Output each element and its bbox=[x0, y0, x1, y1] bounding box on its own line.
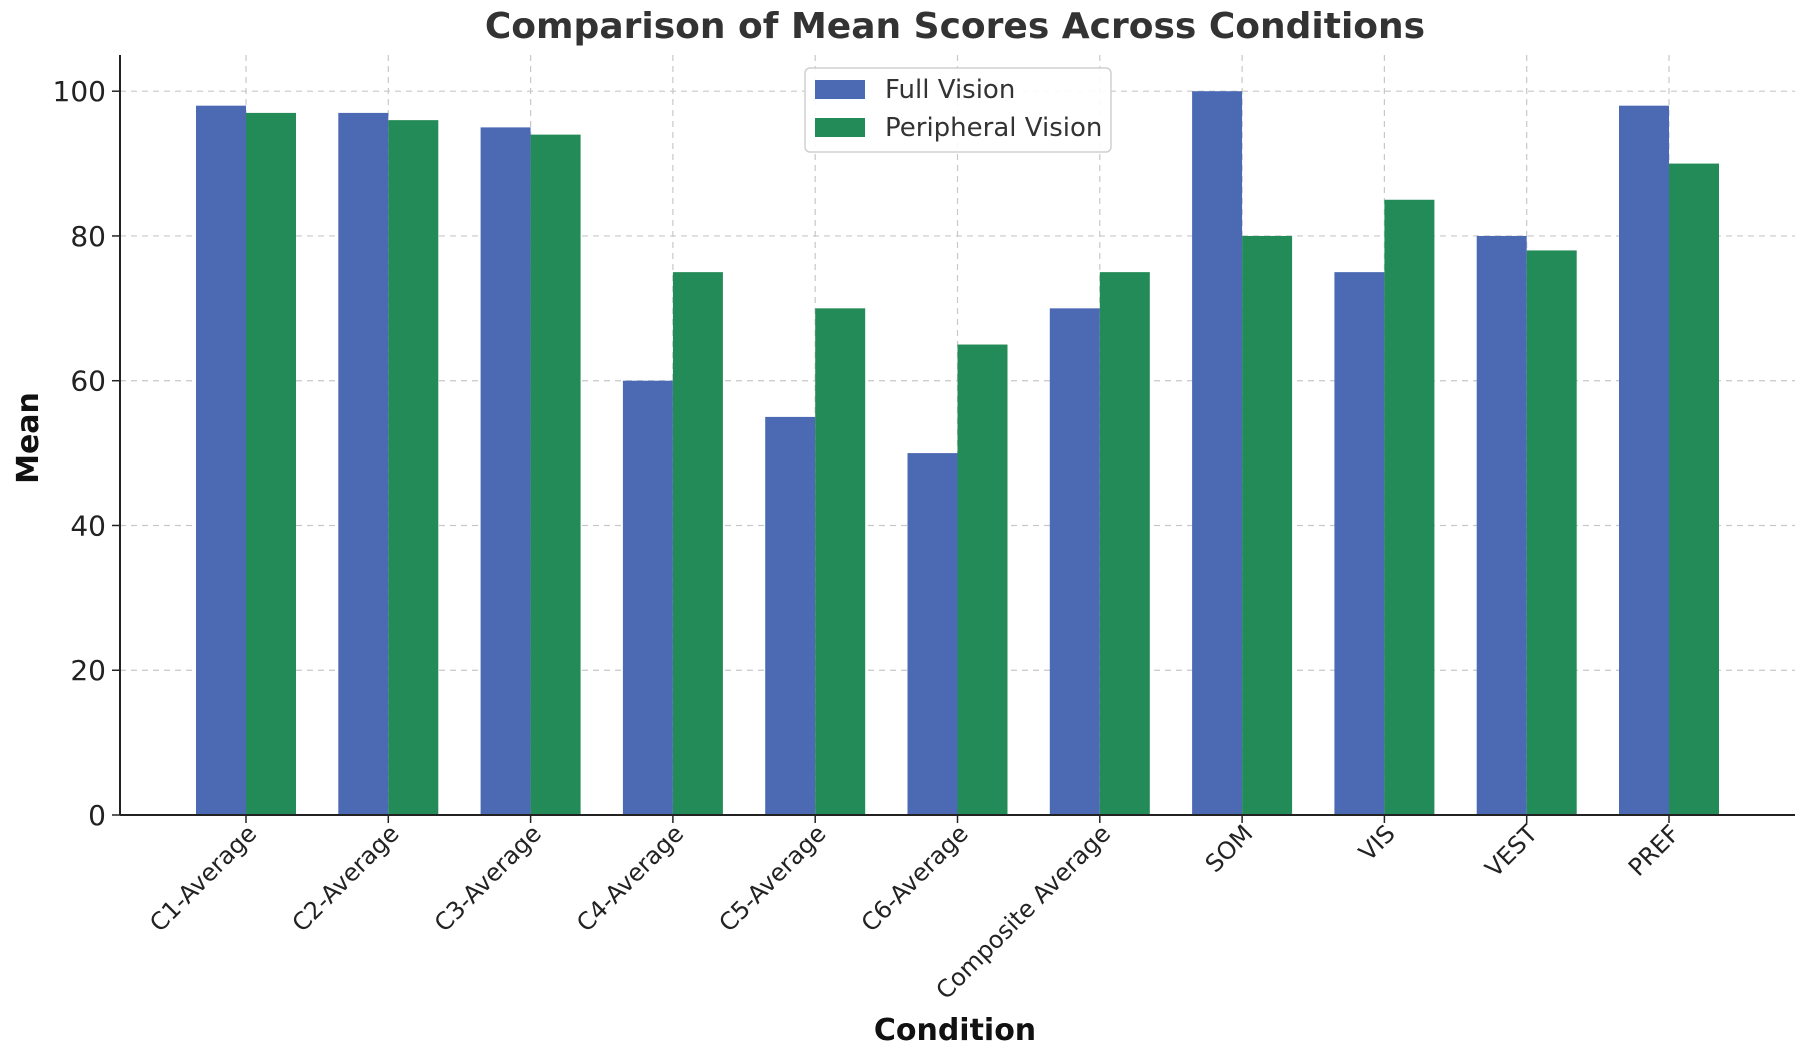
bars-layer bbox=[196, 91, 1719, 816]
x-tick-label-vest: VEST bbox=[1480, 819, 1544, 883]
bar-peripheral-vision-pref bbox=[1669, 163, 1719, 816]
legend-label-peripheral-vision: Peripheral Vision bbox=[885, 113, 1102, 143]
bar-peripheral-vision-c1-average bbox=[246, 112, 296, 815]
x-tick-label-c3-average: C3-Average bbox=[429, 819, 547, 937]
bar-full-vision-pref bbox=[1619, 105, 1669, 815]
y-tick-label-0: 0 bbox=[88, 799, 106, 832]
x-tick-label-vis: VIS bbox=[1353, 819, 1400, 866]
bar-full-vision-vest bbox=[1476, 235, 1527, 815]
bar-peripheral-vision-c4-average bbox=[672, 272, 723, 816]
legend-label-full-vision: Full Vision bbox=[885, 75, 1015, 105]
chart-title: Comparison of Mean Scores Across Conditi… bbox=[485, 6, 1425, 47]
bar-peripheral-vision-vest bbox=[1526, 250, 1577, 815]
x-tick-label-som: SOM bbox=[1200, 819, 1259, 878]
x-tick-label-c6-average: C6-Average bbox=[856, 819, 974, 937]
bar-full-vision-c2-average bbox=[338, 112, 389, 815]
bar-full-vision-vis bbox=[1334, 272, 1385, 816]
bar-peripheral-vision-composite-average bbox=[1099, 272, 1150, 816]
bar-peripheral-vision-c6-average bbox=[957, 344, 1008, 815]
x-axis-label: Condition bbox=[874, 1013, 1036, 1048]
bar-full-vision-c4-average bbox=[622, 380, 673, 815]
bar-full-vision-c3-average bbox=[480, 127, 531, 815]
bar-full-vision-composite-average bbox=[1049, 308, 1100, 815]
y-tick-label-40: 40 bbox=[70, 509, 106, 542]
bar-full-vision-som bbox=[1192, 91, 1243, 815]
legend-swatch-peripheral-vision bbox=[815, 118, 865, 137]
bar-peripheral-vision-c5-average bbox=[815, 308, 866, 815]
bar-full-vision-c6-average bbox=[907, 453, 958, 815]
y-tick-label-60: 60 bbox=[70, 365, 106, 398]
x-tick-label-pref: PREF bbox=[1623, 819, 1685, 881]
bar-peripheral-vision-c2-average bbox=[388, 120, 439, 815]
y-tick-label-100: 100 bbox=[53, 75, 106, 108]
legend-swatch-full-vision bbox=[815, 80, 865, 99]
x-tick-label-c4-average: C4-Average bbox=[571, 819, 689, 937]
category-labels-layer: C1-Average C2-Average C3-Average C4-Average… bbox=[144, 819, 1685, 1005]
x-tick-label-c5-average: C5-Average bbox=[714, 819, 832, 937]
bar-peripheral-vision-c3-average bbox=[530, 134, 581, 816]
y-tick-label-20: 20 bbox=[70, 654, 106, 687]
y-axis-label: Mean bbox=[11, 392, 46, 484]
legend-box bbox=[804, 67, 1112, 153]
legend: Full Vision Peripheral Vision bbox=[804, 67, 1112, 153]
bar-peripheral-vision-som bbox=[1242, 235, 1293, 815]
bar-full-vision-c1-average bbox=[196, 105, 246, 815]
bar-full-vision-c5-average bbox=[765, 416, 816, 815]
y-tick-label-80: 80 bbox=[70, 220, 106, 253]
ticks-layer: 0 20 40 60 80 100 bbox=[53, 75, 1670, 832]
x-tick-label-c2-average: C2-Average bbox=[287, 819, 405, 937]
bar-peripheral-vision-vis bbox=[1384, 199, 1435, 815]
x-tick-label-c1-average: C1-Average bbox=[144, 819, 262, 937]
